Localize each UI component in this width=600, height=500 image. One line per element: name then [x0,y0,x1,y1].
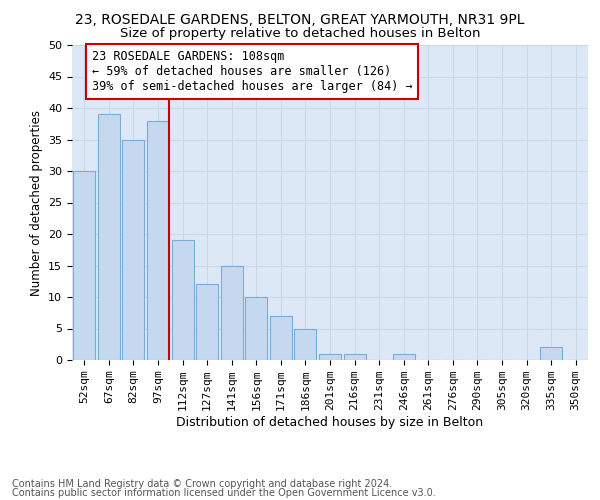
Text: Contains HM Land Registry data © Crown copyright and database right 2024.: Contains HM Land Registry data © Crown c… [12,479,392,489]
Bar [319,354,341,360]
Text: 23, ROSEDALE GARDENS, BELTON, GREAT YARMOUTH, NR31 9PL: 23, ROSEDALE GARDENS, BELTON, GREAT YARM… [75,12,525,26]
Text: 23 ROSEDALE GARDENS: 108sqm
← 59% of detached houses are smaller (126)
39% of se: 23 ROSEDALE GARDENS: 108sqm ← 59% of det… [92,50,412,93]
Bar [392,354,415,360]
X-axis label: Distribution of detached houses by size in Belton: Distribution of detached houses by size … [176,416,484,429]
Bar [221,266,243,360]
Bar [73,171,95,360]
Bar [122,140,145,360]
Bar [245,297,268,360]
Bar [196,284,218,360]
Bar [540,348,562,360]
Bar [270,316,292,360]
Bar [98,114,120,360]
Text: Size of property relative to detached houses in Belton: Size of property relative to detached ho… [120,28,480,40]
Bar [172,240,194,360]
Bar [295,328,316,360]
Text: Contains public sector information licensed under the Open Government Licence v3: Contains public sector information licen… [12,488,436,498]
Y-axis label: Number of detached properties: Number of detached properties [29,110,43,296]
Bar [344,354,365,360]
Bar [147,120,169,360]
